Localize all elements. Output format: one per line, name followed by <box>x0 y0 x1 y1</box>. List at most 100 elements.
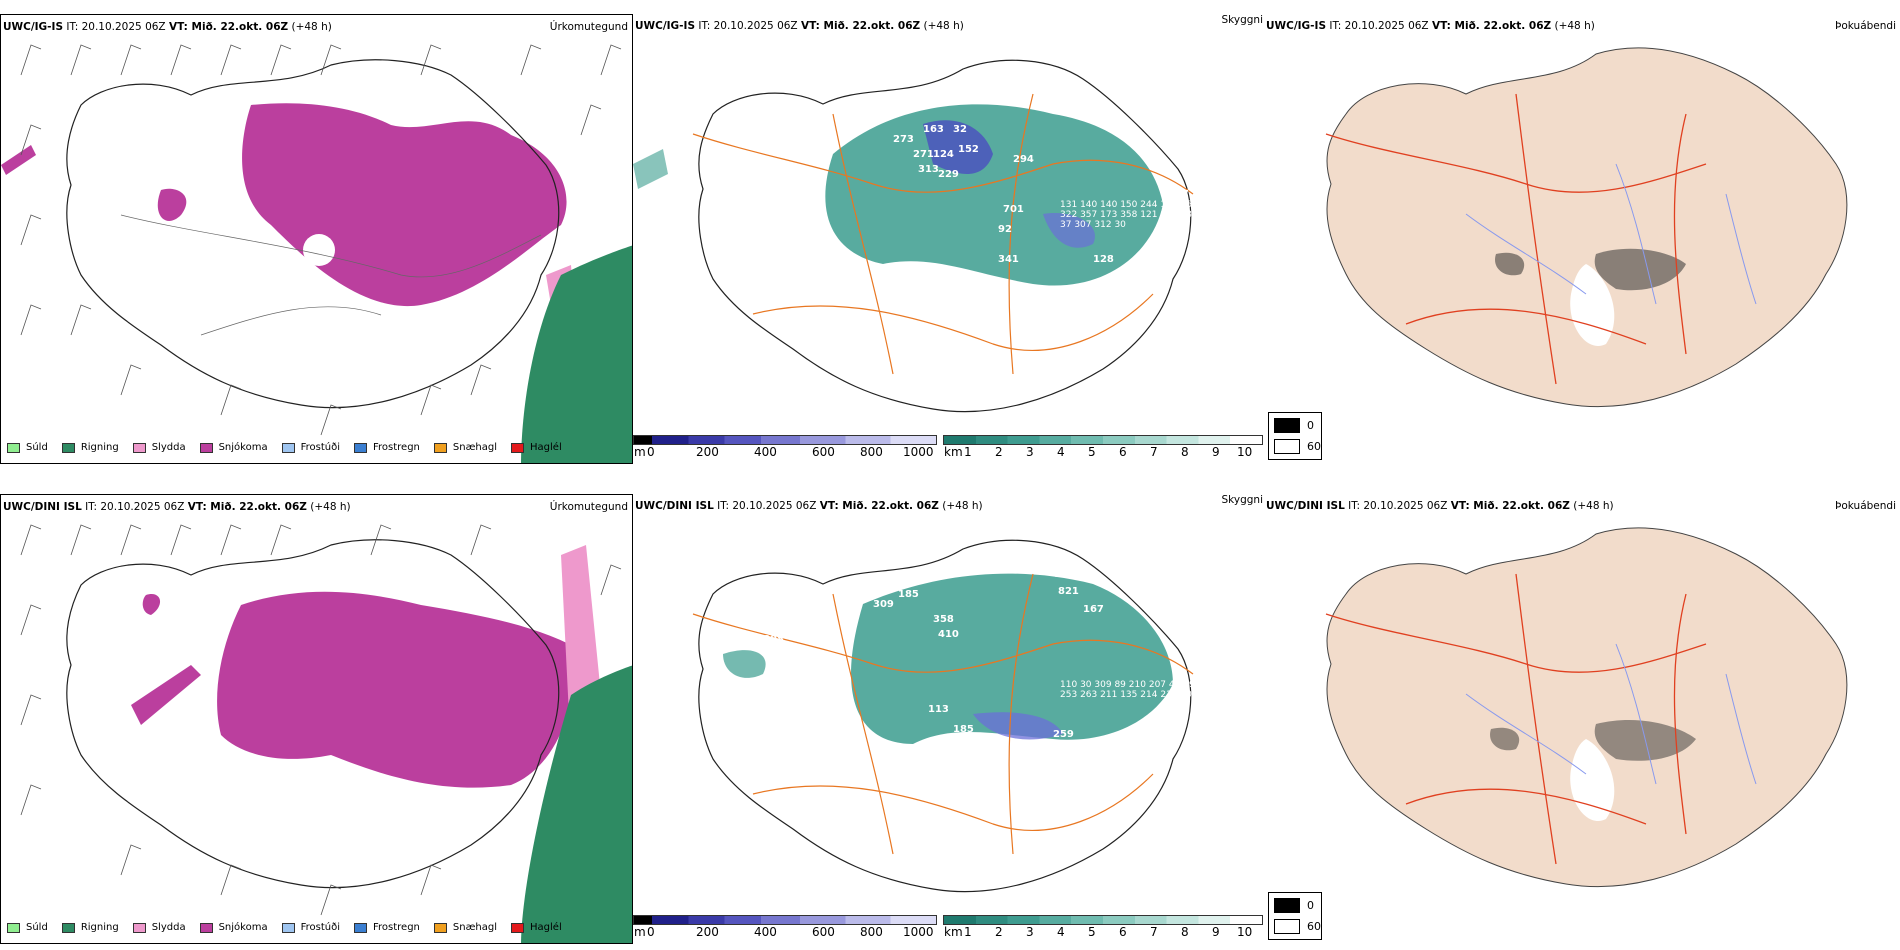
legend-item: Snjókoma <box>199 922 268 933</box>
cloud-base-label: 263 <box>1080 690 1098 700</box>
fog-dark-area <box>1495 252 1525 276</box>
cloud-base-label: 701 <box>1003 204 1024 215</box>
cloud-base-label: 273 <box>893 134 914 145</box>
valid-time: VT: Mið. 22.okt. 06Z <box>1450 500 1570 512</box>
run-label: IT: <box>698 20 711 32</box>
visibility-tick: 5 <box>1088 445 1096 459</box>
cloud-base-label: 322 <box>1060 210 1078 220</box>
legend-swatch <box>281 922 295 933</box>
cloud-base-tick: 200 <box>696 445 719 459</box>
legend-label: Frostúði <box>300 922 340 933</box>
visibility-tick: 7 <box>1150 445 1158 459</box>
fog-panel-bottom: UWC/DINI ISL IT: 20.10.2025 06Z VT: Mið.… <box>1266 494 1900 934</box>
cloud-base-label: 26 <box>1180 200 1192 210</box>
run-time: 20.10.2025 06Z <box>100 501 185 513</box>
visibility-panel-top: 273 163 32 271 124 152 313 229 294 701 9… <box>633 14 1263 464</box>
legend-swatch <box>281 442 295 453</box>
visibility-panel-bottom: 243 689 185 821 309 358 167 808 410 113 … <box>633 494 1263 944</box>
fog-map-bottom <box>1325 527 1848 888</box>
cloud-base-label: 131 <box>1060 200 1078 210</box>
lead-time: (+48 h) <box>923 20 964 32</box>
legend-item: Frostúði <box>281 922 340 933</box>
legend-swatch <box>132 442 146 453</box>
cloud-base-tick: 600 <box>812 925 835 939</box>
legend-item: Haglél <box>511 442 562 453</box>
cloud-base-label: 410 <box>938 629 959 640</box>
cloud-base-tick: 600 <box>812 445 835 459</box>
visibility-tick: 8 <box>1181 445 1189 459</box>
cloud-base-label: 185 <box>898 589 919 600</box>
fog-key-label: 60 <box>1307 920 1321 933</box>
precip-legend: Súld Rigning Slydda Snjókoma Frostúði Fr… <box>7 442 576 453</box>
cloud-base-label: 97 <box>1214 200 1227 210</box>
cloud-base-label: 168 <box>1174 210 1192 220</box>
field-label: Skyggni <box>1221 14 1264 26</box>
visibility-tick: 9 <box>1212 925 1220 939</box>
terrain-land <box>1326 527 1848 888</box>
visibility-tick: 4 <box>1057 925 1065 939</box>
cloud-base-colorbar <box>633 915 937 925</box>
model-name: UWC/IG-IS <box>1266 20 1327 32</box>
valid-time: VT: Mið. 22.okt. 06Z <box>800 20 921 32</box>
cloud-base-label: 401 <box>1168 680 1187 690</box>
cloud-base-label: 140 <box>1100 200 1118 210</box>
cloud-base-label: 93 <box>1223 680 1235 690</box>
legend-label: Snjókoma <box>218 922 268 933</box>
cloud-base-label: 358 <box>933 614 954 625</box>
fog-index-key-bottom: 0 60 <box>1268 892 1322 940</box>
cloud-base-label: 253 <box>1060 690 1078 700</box>
cloud-base-tick: 400 <box>754 445 777 459</box>
field-label: Þokuábendi <box>1835 500 1896 512</box>
run-label: IT: <box>1329 20 1342 32</box>
wind-barbs <box>20 44 622 436</box>
legend-label: Haglél <box>530 922 562 933</box>
cloud-base-label: 271 <box>913 149 934 160</box>
snow-area <box>217 591 574 788</box>
fog-dark-area <box>1594 248 1686 291</box>
field-label: Úrkomutegund <box>549 501 628 513</box>
model-name: UWC/DINI ISL <box>635 500 714 512</box>
cloud-base-label: 689 <box>1053 569 1074 580</box>
cloud-base-label: 716 <box>1163 214 1184 225</box>
cloud-base-label: 121 <box>1140 210 1158 220</box>
precip-type-panel-top: UWC/IG-IS IT: 20.10.2025 06Z VT: Mið. 22… <box>0 14 633 464</box>
precip-map-bottom <box>20 524 632 943</box>
model-name: UWC/IG-IS <box>3 21 64 33</box>
visibility-tick: 4 <box>1057 445 1065 459</box>
cloud-base-label: 110 <box>1060 680 1078 690</box>
legend-label: Súld <box>26 922 48 933</box>
cloud-base-label: 214 <box>1140 690 1158 700</box>
cloud-base-label: 30 <box>1114 220 1126 230</box>
legend-label: Slydda <box>151 442 186 453</box>
legend-item: Frostregn <box>354 922 420 933</box>
visibility-tick: 1 <box>964 925 972 939</box>
cloud-base-label: 163 <box>923 124 944 135</box>
cloud-base-label: 97 <box>1160 210 1172 220</box>
legend-item: Rigning <box>61 442 119 453</box>
visibility-tick: 2 <box>995 925 1003 939</box>
legend-item: Haglél <box>511 922 562 933</box>
legend-swatch <box>354 922 367 933</box>
cloud-base-label: 307 <box>1074 220 1092 230</box>
visibility-map-bottom <box>692 539 1194 893</box>
legend-item: Snæhagl <box>433 442 497 453</box>
legend-item: Snæhagl <box>433 922 497 933</box>
cloud-base-area <box>1043 213 1095 248</box>
legend-item: Frostúði <box>281 442 340 453</box>
valid-time: VT: Mið. 22.okt. 06Z <box>819 500 939 512</box>
cloud-base-label: 113 <box>928 704 949 715</box>
coastline <box>698 539 1192 893</box>
visibility-tick: 10 <box>1237 925 1253 939</box>
visibility-tick: 6 <box>1119 445 1127 459</box>
snow-area <box>303 234 335 266</box>
cloud-base-tick: 0 <box>647 445 655 459</box>
low-visibility-area <box>723 650 766 678</box>
legend-label: Rigning <box>80 922 119 933</box>
fog-swatch-high <box>1274 898 1300 913</box>
rain-area <box>521 245 632 463</box>
run-time: 20.10.2025 06Z <box>713 20 798 32</box>
road-network <box>1325 573 1707 865</box>
cloud-base-label: 89 <box>1114 680 1126 690</box>
cloud-base-label: 210 <box>1128 680 1146 690</box>
panel-title: UWC/DINI ISL IT: 20.10.2025 06Z VT: Mið.… <box>3 501 351 513</box>
